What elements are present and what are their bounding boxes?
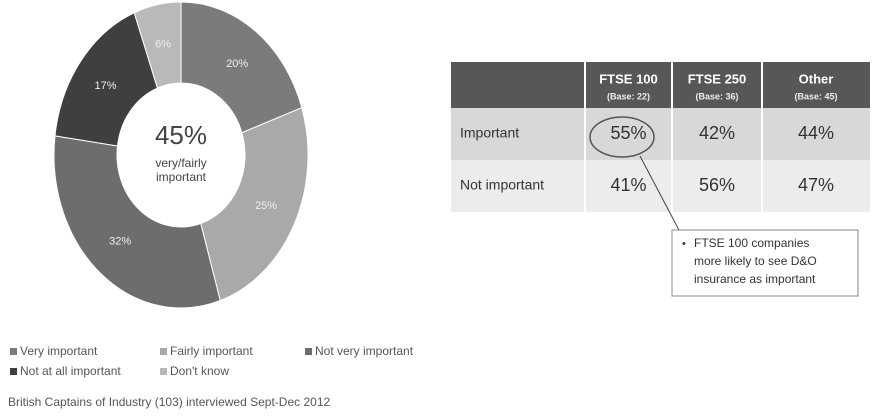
highlight-circle <box>589 116 655 158</box>
legend-label: Don't know <box>170 364 229 378</box>
legend-swatch <box>160 348 167 355</box>
table-cell: 47% <box>798 175 834 195</box>
bullet: • <box>682 238 686 250</box>
footnote: British Captains of Industry (103) inter… <box>8 395 330 409</box>
column-base: (Base: 22) <box>607 91 650 101</box>
column-base: (Base: 45) <box>794 91 837 101</box>
callout-box <box>671 229 859 297</box>
column-base: (Base: 36) <box>695 91 738 101</box>
legend-swatch <box>160 368 167 375</box>
row-label: Not important <box>460 177 544 193</box>
table-header <box>451 62 870 108</box>
data-label: 17% <box>95 80 117 92</box>
legend-label: Not at all important <box>20 364 121 378</box>
donut-segment <box>53 135 221 309</box>
legend-swatch <box>10 368 17 375</box>
column-header: FTSE 250 <box>688 71 747 86</box>
donut-segment <box>200 107 309 302</box>
donut-segment <box>54 12 159 147</box>
legend-label: Very important <box>20 344 98 358</box>
callout-text: FTSE 100 companies <box>694 236 809 250</box>
callout-line <box>639 155 681 233</box>
data-label: 6% <box>155 38 171 50</box>
legend-label: Not very important <box>315 344 414 358</box>
data-label: 20% <box>226 58 248 70</box>
data-label: 32% <box>109 236 131 248</box>
legend-swatch <box>10 348 17 355</box>
table-cell: 44% <box>798 123 834 143</box>
column-header: FTSE 100 <box>599 71 658 86</box>
table-cell: 55% <box>610 123 646 143</box>
donut-segment <box>180 1 303 134</box>
center-note: very/fairly <box>155 156 206 170</box>
table-cell: 56% <box>699 175 735 195</box>
center-label: 45% <box>155 120 207 150</box>
legend-swatch <box>305 348 312 355</box>
callout-text: insurance as important <box>694 272 816 286</box>
table-row <box>451 108 870 160</box>
table-row <box>451 160 870 212</box>
table-cell: 41% <box>610 175 646 195</box>
callout-text: more likely to see D&O <box>694 254 817 268</box>
row-label: Important <box>460 125 519 141</box>
column-header: Other <box>799 71 834 86</box>
data-label: 25% <box>255 200 277 212</box>
donut-segment <box>133 1 182 89</box>
legend-label: Fairly important <box>170 344 253 358</box>
center-note: important <box>156 170 207 184</box>
table-cell: 42% <box>699 123 735 143</box>
